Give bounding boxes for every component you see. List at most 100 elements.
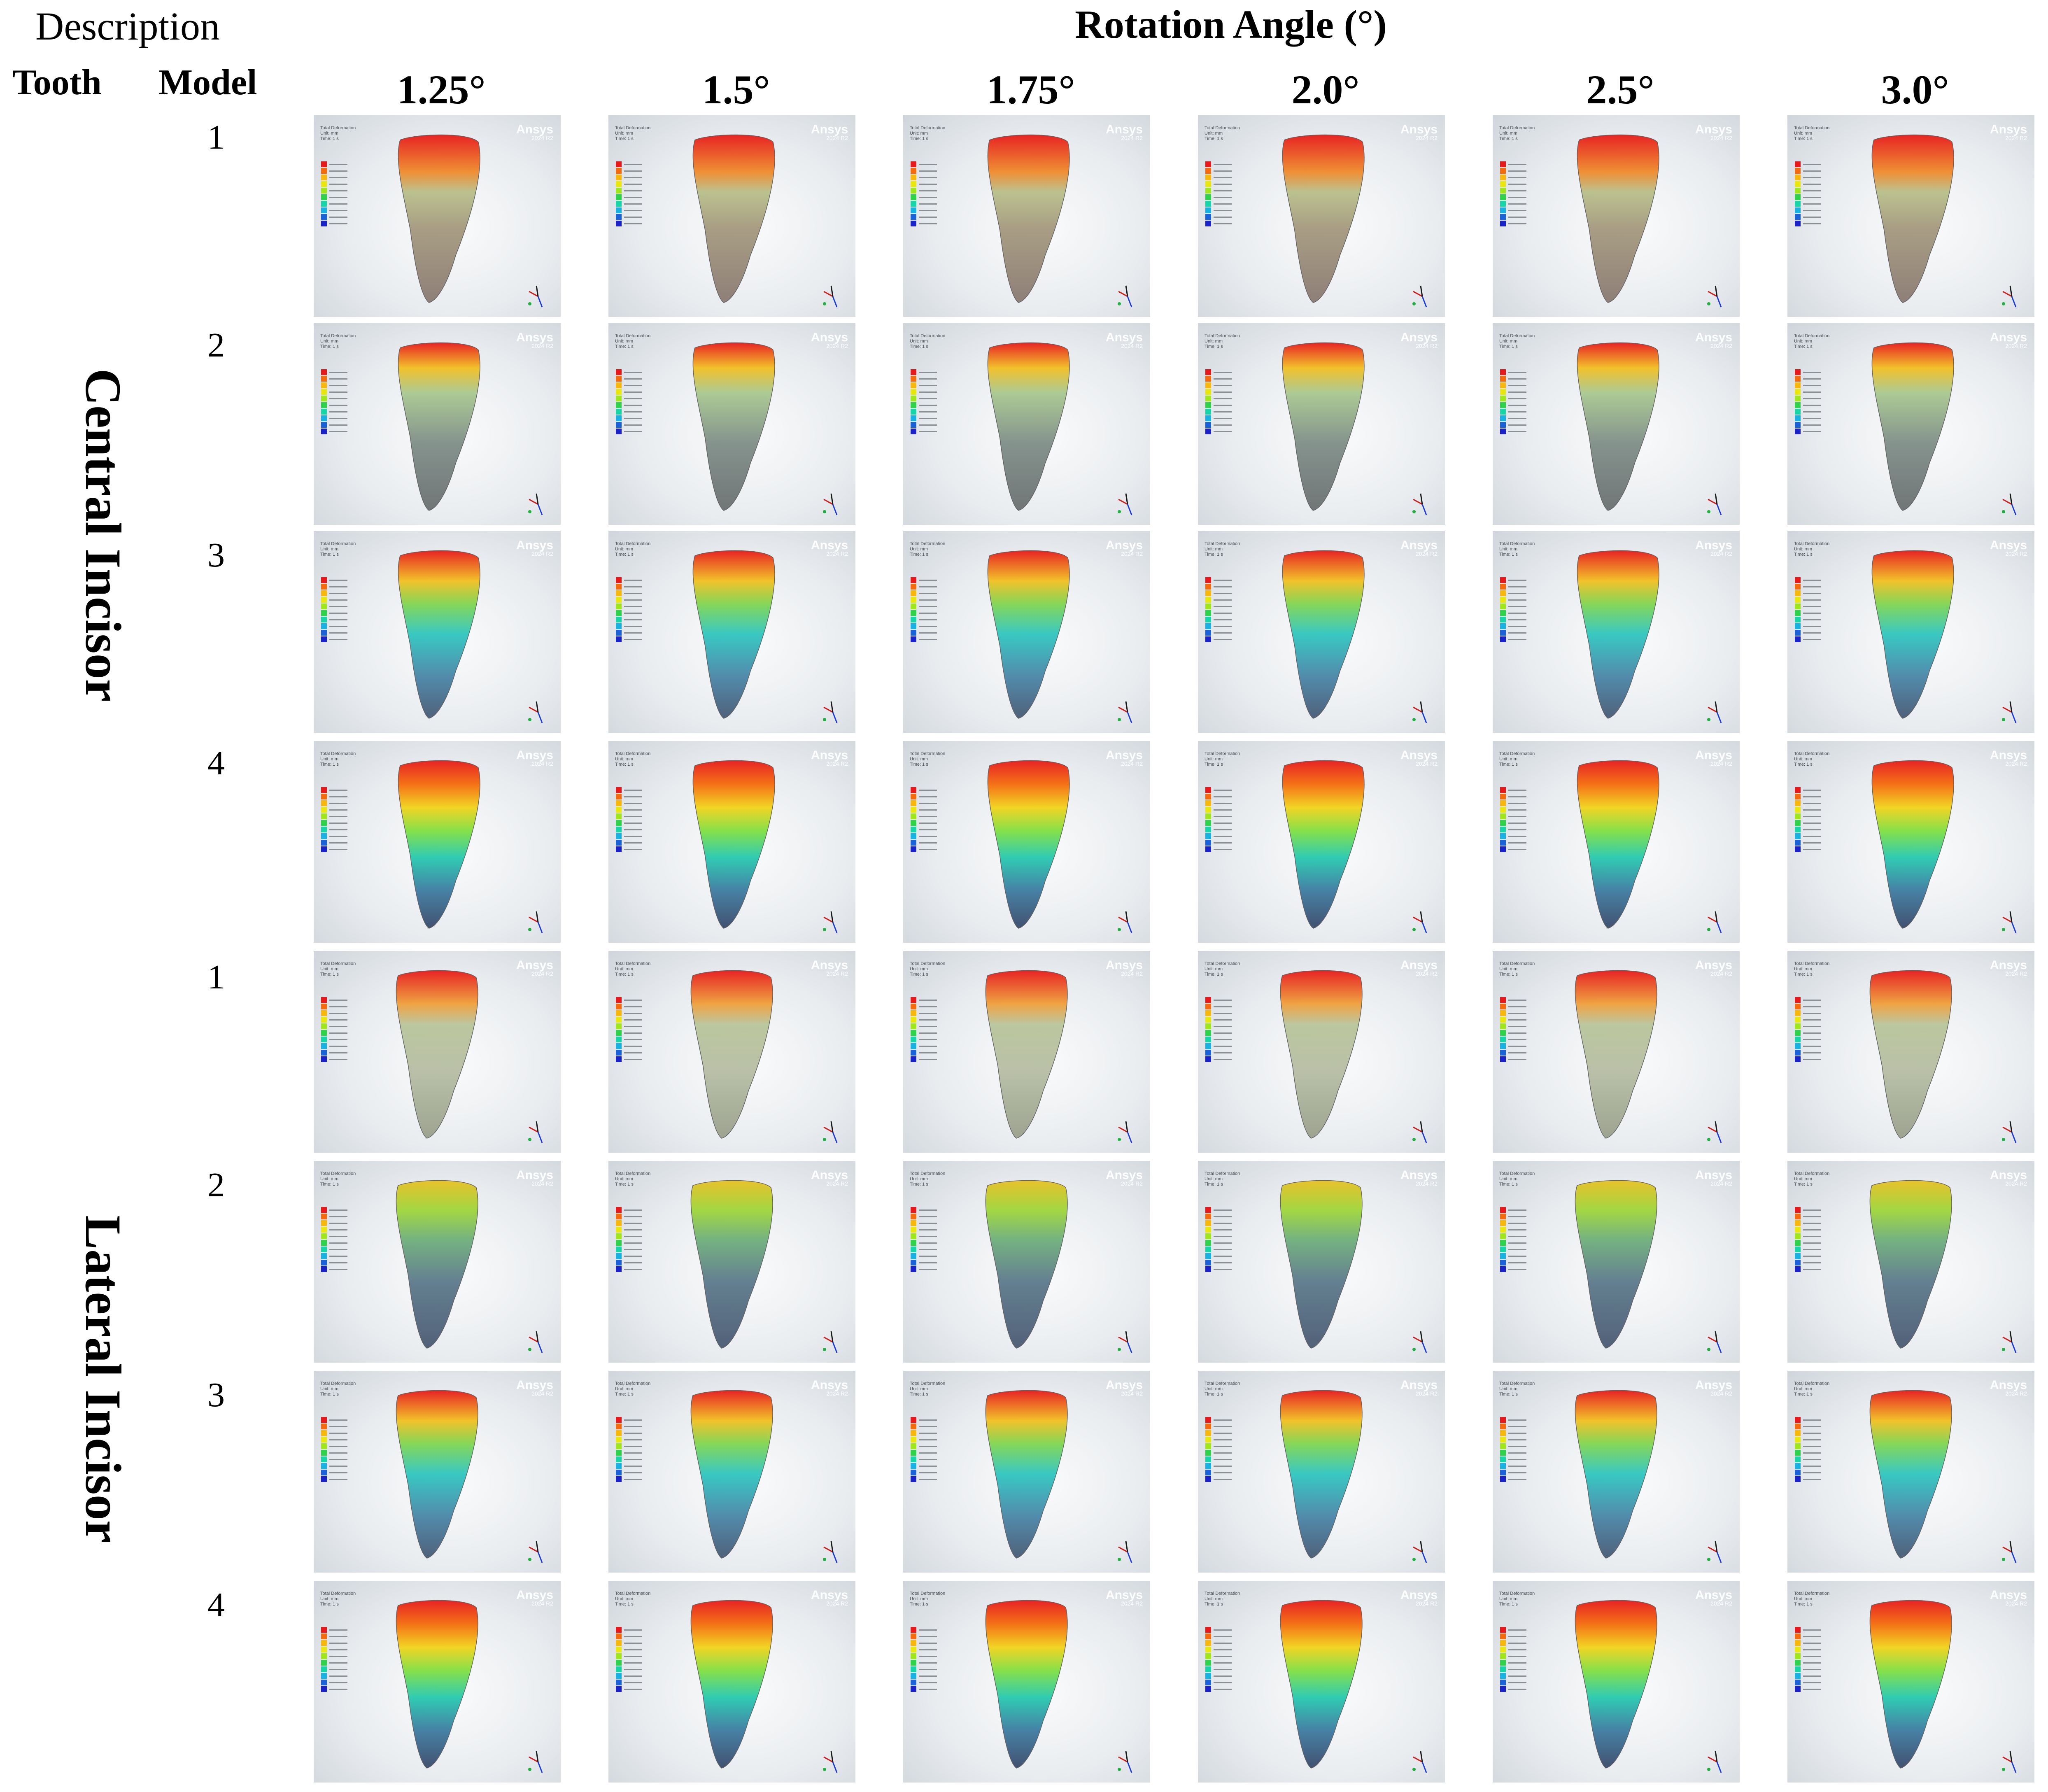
tooth-model-mesh xyxy=(987,550,1070,719)
axis-triad-icon xyxy=(528,1121,543,1143)
deformation-legend xyxy=(1795,577,1821,642)
axis-triad-icon xyxy=(1412,1751,1427,1773)
axis-triad-icon xyxy=(2002,1541,2017,1563)
deformation-legend xyxy=(1205,1207,1232,1272)
result-panel: Total Deformation Unit: mm Time: 1 s Ansys 2… xyxy=(1787,531,2034,733)
tooth-model-mesh xyxy=(1575,1180,1657,1349)
tooth-model-mesh xyxy=(692,760,775,929)
svg-text:2024 R2: 2024 R2 xyxy=(826,1390,848,1397)
tooth-model-mesh xyxy=(1282,760,1365,929)
axis-triad-icon xyxy=(1707,493,1722,515)
result-panel: Total Deformation Unit: mm Time: 1 s Ansys 2… xyxy=(1787,115,2034,317)
svg-text:Total Deformation: Total Deformation xyxy=(1205,126,1240,130)
deformation-legend xyxy=(1795,369,1821,434)
svg-text:Time: 1 s: Time: 1 s xyxy=(1794,1602,1813,1607)
axis-triad-icon xyxy=(1412,1331,1427,1353)
svg-text:Time: 1 s: Time: 1 s xyxy=(320,344,339,349)
deformation-legend xyxy=(321,161,347,226)
tooth-model-mesh xyxy=(398,134,480,303)
svg-text:Unit: mm: Unit: mm xyxy=(1499,967,1517,972)
tooth-model-mesh xyxy=(1282,134,1365,303)
ansys-logo: Ansys xyxy=(1106,1588,1143,1602)
svg-text:Time: 1 s: Time: 1 s xyxy=(615,762,634,767)
axis-triad-icon xyxy=(2002,701,2017,723)
tooth-model-mesh xyxy=(1280,970,1363,1139)
ansys-logo: Ansys xyxy=(811,538,848,552)
model-label: 2 xyxy=(207,326,225,364)
svg-text:Total Deformation: Total Deformation xyxy=(1499,1171,1535,1176)
axis-triad-icon xyxy=(1707,1121,1722,1143)
svg-text:Time: 1 s: Time: 1 s xyxy=(1205,1602,1223,1607)
svg-text:Unit: mm: Unit: mm xyxy=(1205,1387,1223,1391)
svg-text:Unit: mm: Unit: mm xyxy=(1499,547,1517,552)
axis-triad-icon xyxy=(823,701,838,723)
result-panel: Total Deformation Unit: mm Time: 1 s Ansys 2… xyxy=(1198,741,1445,943)
svg-text:Total Deformation: Total Deformation xyxy=(910,333,945,338)
axis-triad-icon xyxy=(1118,1121,1132,1143)
svg-text:Time: 1 s: Time: 1 s xyxy=(910,1182,928,1187)
model-label: 1 xyxy=(207,958,225,996)
tooth-model-mesh xyxy=(987,134,1070,303)
svg-text:2024 R2: 2024 R2 xyxy=(1416,1600,1438,1607)
svg-text:2024 R2: 2024 R2 xyxy=(1416,550,1438,557)
deformation-legend xyxy=(1205,1627,1232,1692)
axis-triad-icon xyxy=(1118,1541,1132,1563)
axis-triad-icon xyxy=(1707,1331,1722,1353)
svg-text:Unit: mm: Unit: mm xyxy=(910,967,928,972)
result-panel: Total Deformation Unit: mm Time: 1 s Ansys 2… xyxy=(903,1371,1150,1573)
svg-text:Time: 1 s: Time: 1 s xyxy=(1794,552,1813,557)
svg-text:Total Deformation: Total Deformation xyxy=(1499,126,1535,130)
axis-triad-icon xyxy=(2002,1751,2017,1773)
deformation-legend xyxy=(616,1207,642,1272)
deformation-legend xyxy=(616,577,642,642)
ansys-logo: Ansys xyxy=(1400,1168,1438,1182)
ansys-logo: Ansys xyxy=(516,1168,553,1182)
svg-text:Time: 1 s: Time: 1 s xyxy=(320,1182,339,1187)
svg-text:Unit: mm: Unit: mm xyxy=(1205,967,1223,972)
result-panel: Total Deformation Unit: mm Time: 1 s Ansys 2… xyxy=(608,323,855,525)
ansys-logo: Ansys xyxy=(1695,748,1732,762)
model-column-header: Model xyxy=(158,63,257,103)
svg-text:2024 R2: 2024 R2 xyxy=(1416,970,1438,977)
svg-text:Total Deformation: Total Deformation xyxy=(1205,333,1240,338)
result-panel: Total Deformation Unit: mm Time: 1 s Ansys 2… xyxy=(1198,951,1445,1153)
ansys-logo: Ansys xyxy=(1106,1168,1143,1182)
deformation-legend xyxy=(1205,369,1232,434)
svg-text:Time: 1 s: Time: 1 s xyxy=(615,1182,634,1187)
result-panel: Total Deformation Unit: mm Time: 1 s Ansys 2… xyxy=(314,1161,561,1363)
axis-triad-icon xyxy=(528,1751,543,1773)
deformation-legend xyxy=(911,787,937,852)
svg-text:Time: 1 s: Time: 1 s xyxy=(1794,344,1813,349)
svg-text:Total Deformation: Total Deformation xyxy=(615,333,650,338)
result-panel: Total Deformation Unit: mm Time: 1 s Ansys 2… xyxy=(1493,323,1740,525)
svg-text:Time: 1 s: Time: 1 s xyxy=(1499,762,1518,767)
svg-text:Total Deformation: Total Deformation xyxy=(1499,1591,1535,1596)
angle-header-6: 3.0° xyxy=(1881,67,1949,112)
tooth-model-mesh xyxy=(1577,134,1659,303)
deformation-legend xyxy=(1795,1627,1821,1692)
axis-triad-icon xyxy=(1707,911,1722,933)
result-panel: Total Deformation Unit: mm Time: 1 s Ansys 2… xyxy=(608,1581,855,1783)
svg-text:Total Deformation: Total Deformation xyxy=(910,126,945,130)
svg-text:Total Deformation: Total Deformation xyxy=(1499,541,1535,546)
deformation-legend xyxy=(1205,787,1232,852)
svg-text:Time: 1 s: Time: 1 s xyxy=(1499,1182,1518,1187)
tooth-model-mesh xyxy=(396,970,478,1139)
svg-text:2024 R2: 2024 R2 xyxy=(1121,550,1143,557)
svg-text:Time: 1 s: Time: 1 s xyxy=(910,136,928,141)
svg-text:Total Deformation: Total Deformation xyxy=(910,1591,945,1596)
svg-text:2024 R2: 2024 R2 xyxy=(826,550,848,557)
axis-triad-icon xyxy=(2002,493,2017,515)
ansys-logo: Ansys xyxy=(1400,1378,1438,1392)
svg-text:Time: 1 s: Time: 1 s xyxy=(1499,136,1518,141)
svg-text:2024 R2: 2024 R2 xyxy=(1121,970,1143,977)
svg-text:Total Deformation: Total Deformation xyxy=(1794,751,1829,756)
tooth-model-mesh xyxy=(985,1600,1068,1769)
tooth-model-mesh xyxy=(1869,1390,1952,1559)
svg-text:Time: 1 s: Time: 1 s xyxy=(1499,344,1518,349)
svg-text:Unit: mm: Unit: mm xyxy=(320,1177,338,1181)
deformation-legend xyxy=(1500,1207,1526,1272)
svg-text:2024 R2: 2024 R2 xyxy=(1710,1180,1732,1187)
ansys-logo: Ansys xyxy=(1695,1588,1732,1602)
svg-text:Unit: mm: Unit: mm xyxy=(1794,967,1812,972)
